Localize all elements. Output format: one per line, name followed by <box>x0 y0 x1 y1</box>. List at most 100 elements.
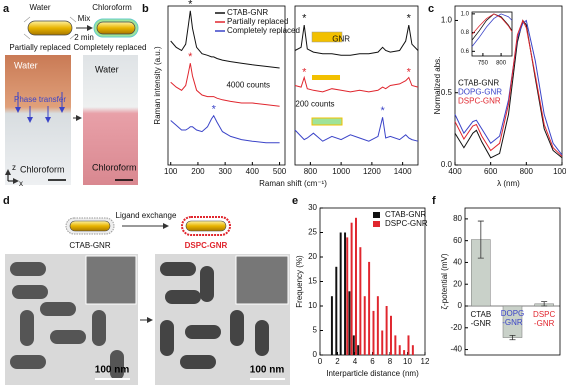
label: Chloroform <box>92 3 132 12</box>
histogram-bar <box>385 306 388 355</box>
panel-label: a <box>3 3 10 15</box>
annotation: * <box>380 105 385 117</box>
y-tick-label: 30 <box>308 203 317 212</box>
line-series <box>170 114 280 144</box>
plot-frame <box>167 5 286 166</box>
label: Ligand exchange <box>116 211 177 220</box>
histogram-bar <box>372 310 375 355</box>
plot-frame <box>294 5 419 166</box>
line-series <box>294 75 419 93</box>
x-tick-label: 400 <box>448 167 462 176</box>
x-tick-label: DOPG -GNR <box>500 309 525 328</box>
y-tick-label: 0.6 <box>461 49 470 55</box>
y-tick-label: 0.5 <box>441 88 453 97</box>
label: Chloroform <box>20 164 65 174</box>
legend-label: DSPC-GNR <box>385 219 428 228</box>
axis-label: z <box>12 163 16 172</box>
panel-label: e <box>292 195 298 207</box>
photo <box>5 55 71 185</box>
line-series <box>454 19 563 157</box>
legend-label: CTAB-GNR <box>385 210 426 219</box>
x-tick-label: 1000 <box>332 167 350 176</box>
x-axis-label: Raman shift (cm⁻¹) <box>259 179 327 188</box>
label: 2 min <box>74 33 94 42</box>
panel-label: f <box>432 195 436 207</box>
annotation: * <box>212 103 217 115</box>
legend-label: Partially replaced <box>227 17 288 26</box>
histogram-bar <box>348 291 351 355</box>
error-bar <box>477 220 484 259</box>
line-series <box>294 25 419 56</box>
histogram-bar <box>346 237 349 355</box>
y-tick-label: 25 <box>308 228 317 237</box>
x-tick-label: 750 <box>478 61 489 67</box>
histogram-bar <box>357 345 360 355</box>
line-series <box>170 10 280 69</box>
y-axis-label: Frequency (%) <box>295 255 304 308</box>
histogram-bar <box>381 330 384 355</box>
x-tick-label: 6 <box>370 357 375 366</box>
x-tick-label: 300 <box>218 167 232 176</box>
histogram-bar <box>330 296 333 355</box>
label: Water <box>14 60 38 70</box>
y-tick-label: 10 <box>308 301 317 310</box>
x-tick-label: 10 <box>403 357 412 366</box>
label: CTAB-GNR <box>69 241 110 250</box>
x-tick-label: 800 <box>496 61 507 67</box>
plot-frame <box>471 11 513 57</box>
legend-swatch <box>373 221 380 227</box>
y-tick-label: 0 <box>313 350 318 359</box>
plot-frame <box>464 207 561 356</box>
line-series <box>294 117 419 142</box>
x-tick-label: 2 <box>335 357 340 366</box>
histogram-bar <box>352 335 355 355</box>
annotation: * <box>188 51 193 63</box>
annotation: 4000 counts <box>226 81 270 90</box>
gold-nanorod <box>96 21 136 35</box>
x-tick-label: 500 <box>273 167 287 176</box>
x-tick-label: 8 <box>388 357 393 366</box>
histogram-bar <box>407 335 410 355</box>
gold-nanorod <box>27 20 73 36</box>
histogram-bar <box>394 335 397 355</box>
histogram-bar <box>335 266 338 355</box>
y-axis-label: ζ-potential (mV) <box>440 253 449 309</box>
annotation: * <box>188 0 193 10</box>
histogram-bar <box>376 296 379 355</box>
y-tick-label: 1.0 <box>461 11 470 17</box>
x-tick-label: 1000 <box>553 167 566 176</box>
y-axis-label: Normalized abs. <box>433 57 442 115</box>
y-tick-label: 1.0 <box>441 16 453 25</box>
panel-label: d <box>3 195 10 207</box>
x-tick-label: 200 <box>191 167 205 176</box>
x-tick-label: 12 <box>421 357 430 366</box>
error-bar <box>541 301 548 307</box>
legend-label: CTAB-GNR <box>227 8 268 17</box>
annotation: * <box>407 13 412 25</box>
panel-a: a Water Chloroform Mix 2 min Partially r… <box>3 3 146 188</box>
histogram-bar <box>368 261 371 355</box>
legend-label: CTAB-GNR <box>458 79 499 88</box>
annotation: * <box>302 13 307 25</box>
y-tick-label: 60 <box>453 236 462 245</box>
photo <box>83 55 138 185</box>
histogram-bar <box>403 350 406 355</box>
x-tick-label: CTAB -GNR <box>470 310 492 328</box>
line-series <box>170 63 280 107</box>
histogram-bar <box>344 232 347 355</box>
annotation: GNR <box>332 34 350 43</box>
histogram-bar <box>390 315 392 355</box>
x-axis-label: λ (nm) <box>497 179 520 188</box>
histogram-bar <box>359 247 362 355</box>
annotation: 200 counts <box>295 100 334 109</box>
y-tick-label: 20 <box>453 279 462 288</box>
annotation: * <box>407 67 412 79</box>
axis-label: x <box>19 179 23 188</box>
histogram-bar <box>355 217 357 355</box>
x-tick-label: 800 <box>304 167 318 176</box>
line-series <box>471 13 513 35</box>
x-tick-label: 100 <box>164 167 178 176</box>
plot-frame <box>454 5 563 166</box>
